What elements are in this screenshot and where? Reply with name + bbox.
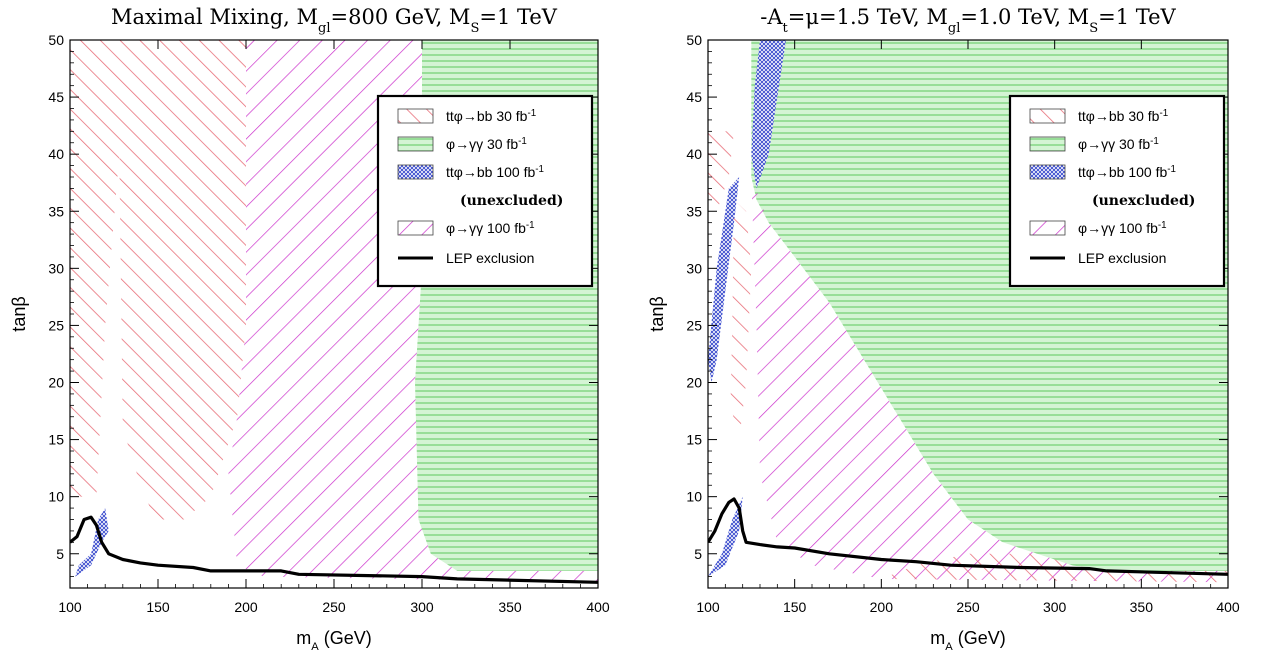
legend-label: ttφ→bb 100 fb-1 [446,164,544,181]
region-tt_bb_30_b [730,199,752,440]
legend-label: φ→γγ 100 fb-1 [1078,220,1167,237]
right-panel: 100 150 200 250 300 350 400 5 10 15 20 25 30 35 40 45 50… [647,5,1240,653]
legend-label: LEP exclusion [1078,250,1166,266]
legend-swatch [397,136,434,152]
plot-area [708,40,1228,588]
y-tick-label: 20 [686,375,702,391]
legend-label: φ→γγ 30 fb-1 [1078,136,1159,153]
x-tick-label: 350 [498,599,522,615]
region-gg_100 [751,177,1228,583]
x-tick-label: 400 [1216,599,1240,615]
x-tick-label: 300 [1043,599,1067,615]
x-tick-label: 400 [586,599,610,615]
legend-swatch [1029,108,1066,124]
x-tick-label: 350 [1130,599,1154,615]
y-tick-label: 15 [48,432,64,448]
legend-swatch [397,220,434,236]
x-tick-label: 200 [870,599,894,615]
x-tick-label: 150 [146,599,170,615]
y-tick-label: 5 [56,546,64,562]
x-tick-label: 250 [322,599,346,615]
x-tick-label: 100 [696,599,720,615]
x-tick-label: 300 [410,599,434,615]
y-tick-label: 50 [48,32,64,48]
y-tick-label: 5 [694,546,702,562]
region-tt_bb_100 [75,508,109,577]
y-tick-label: 50 [686,32,702,48]
chart-title: Maximal Mixing, Mgl=800 GeV, MS=1 TeV [111,5,558,36]
legend: ttφ→bb 30 fb-1 φ→γγ 30 fb-1 ttφ→bb 100 fb-… [376,94,594,288]
x-tick-label: 150 [783,599,807,615]
legend-label: φ→γγ 30 fb-1 [446,136,527,153]
y-tick-label: 35 [686,203,702,219]
x-tick-label: 200 [234,599,258,615]
y-axis-label: tanβ [9,296,29,331]
legend-box [376,94,594,288]
legend-box [1008,94,1226,288]
legend-label: ttφ→bb 30 fb-1 [446,108,536,125]
x-axis-label: mA (GeV) [930,628,1005,653]
legend-swatch [397,164,434,180]
y-tick-label: 45 [48,89,64,105]
y-tick-label: 40 [48,146,64,162]
y-axis-label: tanβ [647,296,667,331]
legend-swatch [1029,164,1066,180]
legend-swatch [1029,220,1066,236]
legend: ttφ→bb 30 fb-1 φ→γγ 30 fb-1 ttφ→bb 100 fb-… [1008,94,1226,288]
region-gg_100 [228,40,598,583]
region-tt_bb_100 [751,40,786,189]
y-tick-label: 10 [686,489,702,505]
lep-exclusion-line [70,515,598,584]
legend-label: (unexcluded) [1092,193,1195,209]
legend-label: ttφ→bb 100 fb-1 [1078,164,1176,181]
region-tt_bb_30 [70,40,246,520]
region-tt_bb_30 [708,131,734,212]
region-tt_bb_100_b [708,177,740,383]
x-tick-label: 250 [956,599,980,615]
legend-swatch [1029,136,1066,152]
legend-swatch [397,108,434,124]
y-tick-label: 25 [686,317,702,333]
y-tick-label: 30 [48,260,64,276]
legend-label: LEP exclusion [446,250,534,266]
legend-label: φ→γγ 100 fb-1 [446,220,535,237]
left-panel: 100 150 200 250 300 350 400 5 10 15 20 25 30 35 40 45 50… [9,5,610,653]
y-tick-label: 45 [686,89,702,105]
legend-label: (unexcluded) [460,193,563,209]
y-tick-label: 40 [686,146,702,162]
y-tick-label: 35 [48,203,64,219]
region-tt_bb_100_c [708,496,743,577]
chart-title: -At=μ=1.5 TeV, Mgl=1.0 TeV, MS=1 TeV [760,5,1176,36]
y-tick-label: 25 [48,317,64,333]
y-tick-label: 20 [48,375,64,391]
lep-exclusion-line [708,497,1228,576]
x-axis-label: mA (GeV) [296,628,371,653]
y-tick-label: 10 [48,489,64,505]
x-tick-label: 100 [58,599,82,615]
legend-label: ttφ→bb 30 fb-1 [1078,108,1168,125]
y-tick-label: 30 [686,260,702,276]
y-tick-label: 15 [686,432,702,448]
